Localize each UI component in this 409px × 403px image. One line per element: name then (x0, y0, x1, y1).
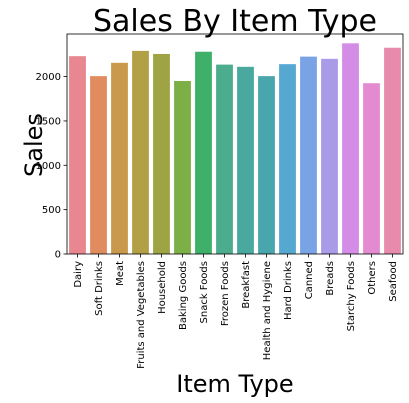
bars-group (69, 43, 401, 255)
bar-hard-drinks (279, 64, 296, 254)
bar-others (363, 83, 380, 254)
x-tick-label: Others (367, 261, 378, 295)
x-tick-label: Meat (115, 261, 126, 286)
x-tick-label: Health and Hygiene (262, 261, 273, 360)
y-tick-label: 1000 (36, 161, 61, 172)
y-tick-label: 2000 (36, 72, 61, 83)
x-tick-label: Frozen Foods (220, 261, 231, 326)
x-tick-label: Dairy (73, 261, 84, 288)
y-tick-label: 1500 (36, 116, 61, 127)
x-tick-label: Canned (304, 261, 315, 299)
x-tick-label: Hard Drinks (283, 261, 294, 320)
x-tick-label: Seafood (388, 261, 399, 302)
bar-soft-drinks (90, 76, 107, 254)
x-tick-label: Baking Goods (178, 261, 189, 330)
bar-seafood (384, 47, 401, 254)
bar-baking-goods (174, 81, 191, 255)
x-axis-label: Item Type (176, 370, 293, 398)
bar-health-and-hygiene (258, 76, 275, 254)
x-tick-label: Soft Drinks (94, 261, 105, 316)
bar-dairy (69, 56, 86, 255)
plot-frame (66, 33, 404, 255)
y-axis: 0 500 1000 1500 2000 (36, 72, 67, 261)
bar-meat (111, 62, 128, 254)
y-tick-label: 500 (42, 205, 61, 216)
bar-household (153, 53, 170, 255)
bar-starchy-foods (342, 43, 359, 255)
bar-snack-foods (195, 51, 212, 254)
bar-canned (300, 56, 317, 255)
x-tick-label: Fruits and Vegetables (136, 261, 147, 369)
x-tick-label: Household (157, 261, 168, 314)
x-tick-label: Breads (325, 261, 336, 296)
chart-title: Sales By Item Type (93, 4, 377, 39)
x-tick-label: Breakfast (241, 261, 252, 309)
x-tick-label: Snack Foods (199, 261, 210, 323)
y-axis-label: Sales (20, 113, 48, 177)
x-tick-label: Starchy Foods (346, 261, 357, 331)
bar-fruits-and-vegetables (132, 50, 149, 254)
x-axis: Dairy Soft Drinks Meat Fruits and Vegetable… (73, 254, 399, 369)
bar-frozen-foods (216, 64, 233, 254)
bar-breakfast (237, 66, 254, 254)
bar-breads (321, 58, 338, 255)
y-tick-label: 0 (55, 250, 61, 261)
